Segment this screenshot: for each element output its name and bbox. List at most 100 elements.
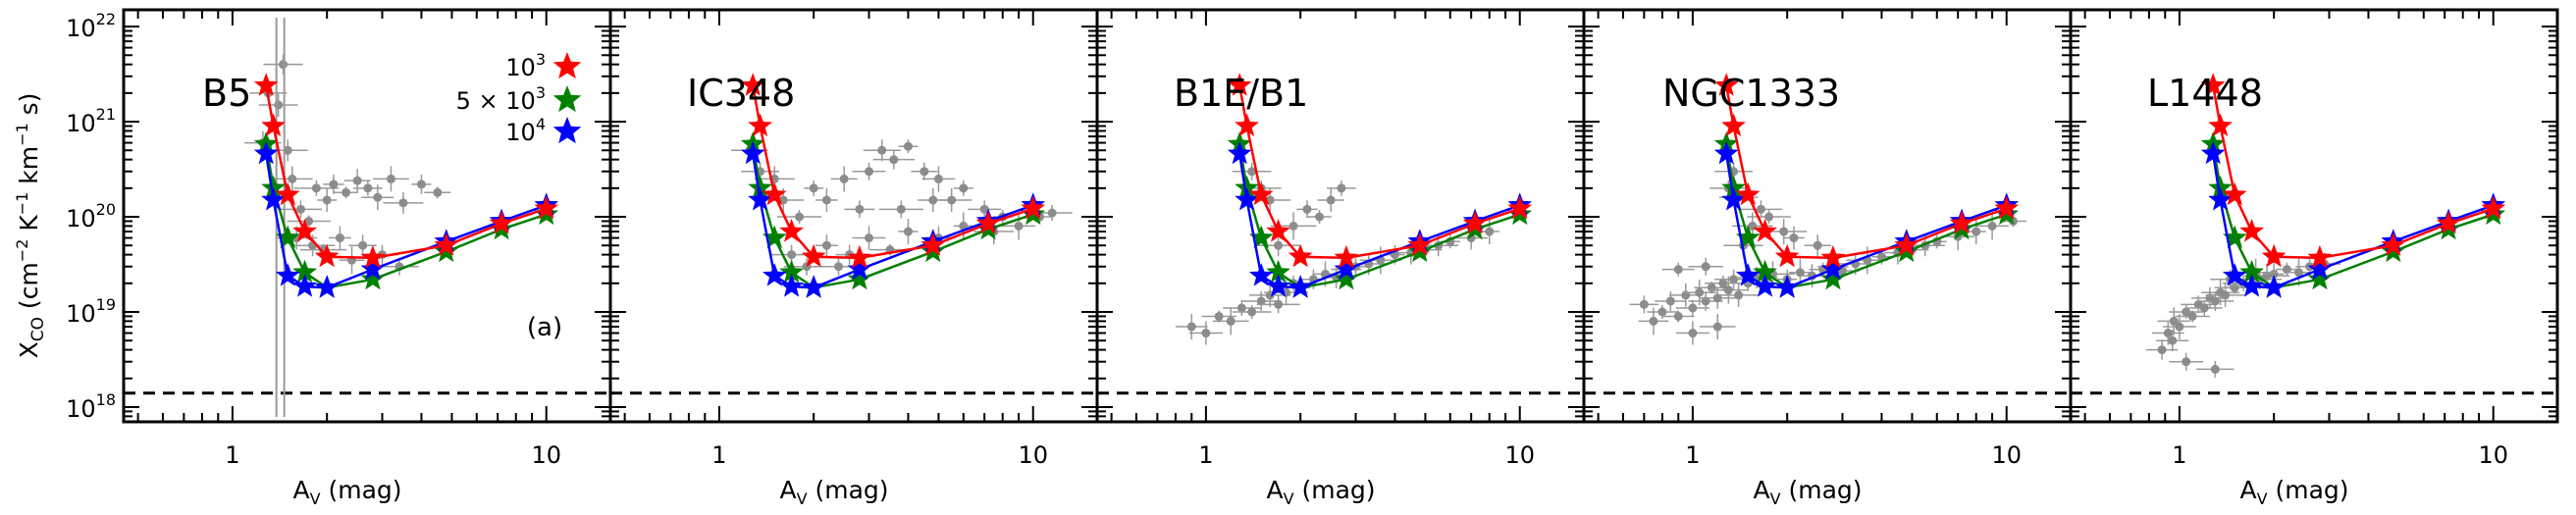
series-star-marker: [1266, 259, 1290, 283]
observation-marker: [1226, 316, 1235, 326]
observation-marker: [787, 250, 797, 260]
observation-point: [2156, 330, 2189, 352]
series-star-marker: [801, 275, 826, 298]
observation-marker: [1214, 311, 1224, 321]
panel-title: IC348: [687, 72, 795, 115]
observation-marker: [279, 60, 289, 70]
series-star-marker: [275, 225, 300, 249]
series-star-marker: [1227, 140, 1252, 165]
observation-point: [1747, 210, 1791, 225]
observation-marker: [2168, 335, 2178, 345]
observation-marker: [373, 192, 383, 202]
observation-marker: [2221, 290, 2231, 300]
observation-marker: [1657, 307, 1667, 317]
observation-marker: [821, 195, 831, 205]
observation-point: [815, 234, 838, 257]
observation-marker: [1186, 322, 1196, 332]
series-star-marker: [360, 244, 386, 269]
observation-marker: [877, 145, 887, 155]
observation-point: [263, 54, 303, 75]
series-star-marker: [975, 210, 1001, 234]
series-star-marker: [2261, 243, 2287, 268]
plot-area: [124, 18, 610, 417]
series-star-marker: [1820, 266, 1846, 290]
observation-marker: [1987, 221, 1997, 231]
observation-point: [918, 187, 949, 212]
observation-marker: [1779, 227, 1789, 236]
observation-point: [383, 191, 424, 214]
plot-area: [1097, 73, 1584, 395]
observation-point: [921, 166, 956, 192]
observation-marker: [358, 240, 368, 250]
observation-point: [1223, 299, 1261, 316]
series-star-marker: [1334, 244, 1359, 269]
series-star-marker: [1235, 113, 1259, 136]
observation-marker: [311, 183, 321, 193]
series-star-marker: [1774, 275, 1800, 298]
observation-marker: [283, 145, 292, 155]
observation-marker: [1688, 303, 1698, 313]
series-star-marker: [2222, 181, 2247, 206]
panel-title: L1448: [2147, 72, 2263, 115]
observation-marker: [1485, 227, 1495, 236]
observation-point: [2276, 262, 2298, 277]
observation-marker: [834, 262, 844, 272]
y-tick-label: 1022: [66, 10, 116, 42]
observation-point: [411, 174, 432, 194]
series-star-marker: [2200, 140, 2226, 165]
panel-ic348: 1 10 AV (mag) IC348: [608, 8, 1099, 508]
series-star-marker: [847, 244, 872, 269]
observation-point: [2286, 258, 2312, 286]
observation-marker: [1014, 221, 1024, 231]
series-star-marker: [1721, 175, 1746, 199]
observation-point: [1307, 210, 1332, 225]
observation-marker: [1756, 204, 1765, 214]
observation-marker: [2294, 268, 2304, 278]
plot-area: [1584, 73, 2071, 395]
observation-marker: [1649, 316, 1658, 326]
series-star-marker: [489, 210, 514, 234]
series-star-marker: [275, 181, 300, 206]
observation-point: [317, 187, 338, 212]
series-star-marker: [1334, 266, 1359, 290]
observation-point: [852, 226, 886, 250]
plot-area: [610, 73, 1097, 395]
series-star-marker: [1753, 259, 1777, 283]
observation-marker: [352, 176, 362, 185]
series-star-marker: [779, 259, 804, 283]
series-star-marker: [1721, 113, 1746, 136]
observation-point: [1661, 310, 1695, 323]
x-tick-label: 1: [225, 441, 239, 469]
x-axis-label: AV (mag): [1753, 476, 1862, 508]
observation-marker: [1274, 240, 1284, 250]
observation-point: [279, 200, 323, 219]
observation-marker: [363, 183, 373, 193]
observation-point: [1002, 212, 1036, 240]
series-star-marker: [292, 219, 317, 242]
series-star-marker: [1820, 256, 1846, 281]
observation-marker: [821, 240, 831, 250]
observation-point: [1688, 290, 1723, 311]
series-star-marker: [1820, 244, 1846, 269]
series-star-marker: [740, 73, 765, 96]
observation-marker: [2182, 307, 2191, 317]
observation-marker: [864, 167, 873, 177]
observation-point: [2196, 360, 2234, 378]
observation-point: [1739, 200, 1783, 219]
series-star-marker: [1753, 274, 1777, 297]
observation-point: [1256, 295, 1300, 314]
observation-marker: [304, 216, 314, 226]
series-star-marker: [1721, 187, 1746, 211]
series-star-marker: [1248, 263, 1274, 286]
series-star-marker: [2239, 259, 2264, 283]
observation-marker: [1734, 290, 1744, 300]
observation-marker: [2182, 357, 2191, 367]
observation-marker: [2210, 364, 2220, 374]
observation-marker: [1764, 212, 1774, 222]
series-star-marker: [762, 225, 787, 249]
series-star-marker: [1994, 195, 2020, 220]
observation-marker: [855, 204, 865, 214]
x-axis-label: AV (mag): [292, 476, 401, 508]
